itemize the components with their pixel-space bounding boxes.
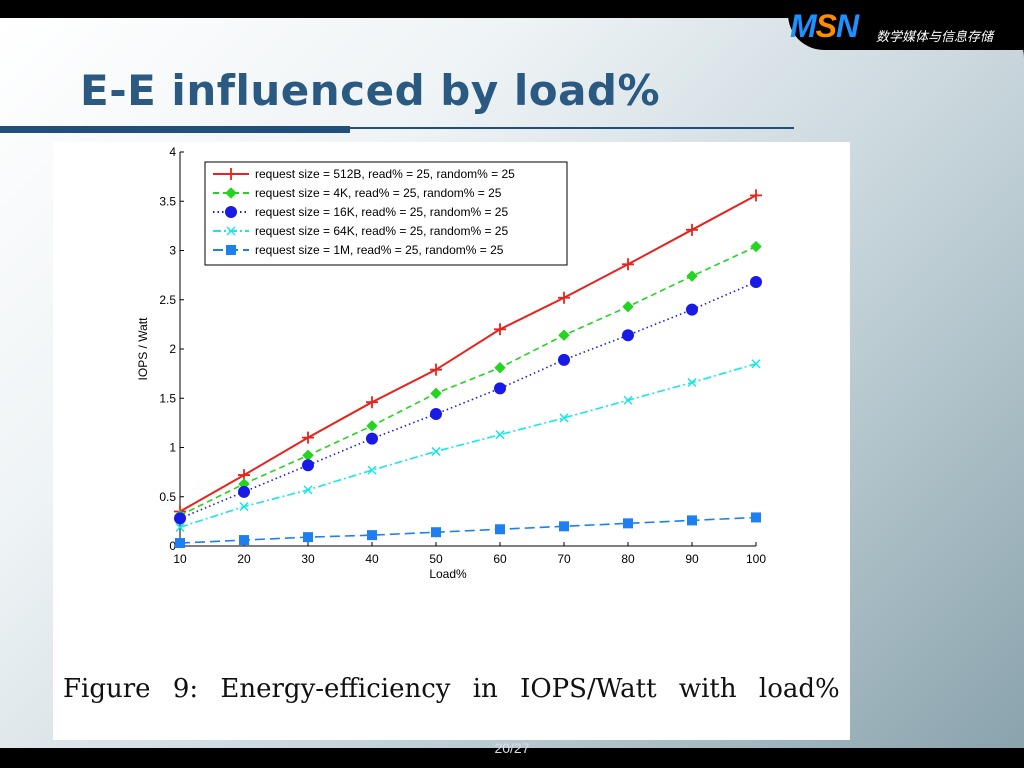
series-5-point <box>367 530 377 541</box>
series-2-point <box>430 387 442 400</box>
series-4-point <box>303 485 313 495</box>
series-3-point <box>430 408 442 421</box>
series-4-point <box>623 395 633 405</box>
series-line-1 <box>179 194 757 513</box>
series-4-point <box>687 377 697 388</box>
series-1-point <box>686 223 698 236</box>
legend-entry-3: request size = 16K, read% = 25, random% … <box>255 205 508 219</box>
series-3-point <box>686 303 698 316</box>
slide-title: E-E influenced by load% <box>80 66 661 115</box>
series-2-point <box>750 240 762 253</box>
legend-entry-4: request size = 64K, read% = 25, random% … <box>255 224 508 238</box>
series-3-point <box>302 459 314 472</box>
x-tick-label: 80 <box>621 552 635 566</box>
series-4-point <box>239 502 249 512</box>
title-underline-thick <box>0 126 350 133</box>
series-4-point <box>495 430 505 440</box>
series-1-point <box>494 323 506 336</box>
series-4-point <box>431 446 441 456</box>
title-underline-thin <box>350 127 794 129</box>
logo-letter-m: M <box>790 8 817 44</box>
series-4-point <box>559 413 569 423</box>
x-tick-label: 50 <box>429 552 443 566</box>
series-5-point <box>687 515 697 526</box>
series-5-point <box>751 512 761 523</box>
series-2-point <box>366 420 378 432</box>
series-line-4 <box>179 363 757 529</box>
series-1-point <box>750 189 762 202</box>
y-tick-label: 0.5 <box>159 490 176 504</box>
series-5-point <box>559 521 569 532</box>
y-tick-label: 4 <box>169 145 176 159</box>
series-1-point <box>302 431 314 444</box>
series-5-point <box>623 518 633 529</box>
y-tick-label: 1.5 <box>159 391 176 405</box>
series-3-point <box>494 382 506 395</box>
series-3-point <box>366 432 378 445</box>
series-1-point <box>366 396 378 409</box>
series-3-point <box>622 329 634 342</box>
x-tick-label: 20 <box>237 552 251 566</box>
series-5-point <box>431 527 441 538</box>
legend-entry-2: request size = 4K, read% = 25, random% =… <box>255 186 502 200</box>
series-1-point <box>558 291 570 304</box>
logo-letter-n: N <box>836 8 859 44</box>
series-5-point <box>495 524 505 535</box>
legend-marker-4 <box>226 226 236 236</box>
legend-entry-1: request size = 512B, read% = 25, random%… <box>255 167 515 181</box>
series-2-point <box>686 270 698 282</box>
y-tick-label: 2 <box>169 342 176 356</box>
x-tick-label: 90 <box>685 552 699 566</box>
logo-letter-s: S <box>815 8 837 44</box>
y-axis-label: IOPS / Watt <box>136 317 150 381</box>
page-number: 20/27 <box>494 740 530 756</box>
x-tick-label: 60 <box>493 552 507 566</box>
y-tick-label: 0 <box>169 539 176 553</box>
legend-marker-5 <box>226 245 236 255</box>
series-line-3 <box>179 281 757 520</box>
series-2-point <box>622 300 634 313</box>
series-3-point <box>238 485 250 498</box>
series-3-point <box>174 512 186 525</box>
series-4-point <box>367 465 377 475</box>
legend-box <box>204 161 568 266</box>
series-5-point <box>175 538 185 549</box>
legend-entry-5: request size = 1M, read% = 25, random% =… <box>255 243 504 257</box>
x-tick-label: 100 <box>746 552 766 566</box>
legend-marker-2 <box>225 187 237 199</box>
figure-panel: 10 20 30 40 50 60 70 80 90 100 0 0.5 1 1.5 2 2.5 3 3.5 4 Lo… <box>53 142 850 740</box>
series-1-point <box>430 363 442 376</box>
x-tick-label: 10 <box>173 552 187 566</box>
series-2-point <box>558 329 570 341</box>
series-4-point <box>175 522 185 532</box>
series-3-point <box>750 276 762 289</box>
x-tick-label: 70 <box>557 552 571 566</box>
logo-subtitle: 数学媒体与信息存储 <box>876 30 994 45</box>
y-tick-label: 2.5 <box>159 293 176 307</box>
legend-marker-3 <box>225 206 237 218</box>
logo-tab <box>788 0 1024 50</box>
y-tick-label: 3 <box>169 244 176 258</box>
x-axis-label: Load% <box>429 567 467 581</box>
series-5-point <box>303 532 313 543</box>
line-chart: 10 20 30 40 50 60 70 80 90 100 0 0.5 1 1.5 2 2.5 3 3.5 4 Lo… <box>136 145 766 581</box>
x-tick-label: 30 <box>301 552 315 566</box>
series-2-point <box>302 449 314 462</box>
figure-caption: Figure 9: Energy-efficiency in IOPS/Watt… <box>63 674 840 704</box>
series-2-point <box>494 362 506 374</box>
y-tick-label: 1 <box>169 441 176 455</box>
series-line-2 <box>179 245 757 517</box>
series-3-point <box>558 353 570 366</box>
series-4-point <box>751 359 761 369</box>
x-tick-label: 40 <box>365 552 379 566</box>
series-5-point <box>239 535 249 546</box>
series-line-5 <box>179 516 757 544</box>
series-1-point <box>622 258 634 271</box>
legend-marker-1 <box>225 168 237 180</box>
y-tick-label: 3.5 <box>159 194 176 208</box>
msn-logo: MSN <box>790 8 859 45</box>
